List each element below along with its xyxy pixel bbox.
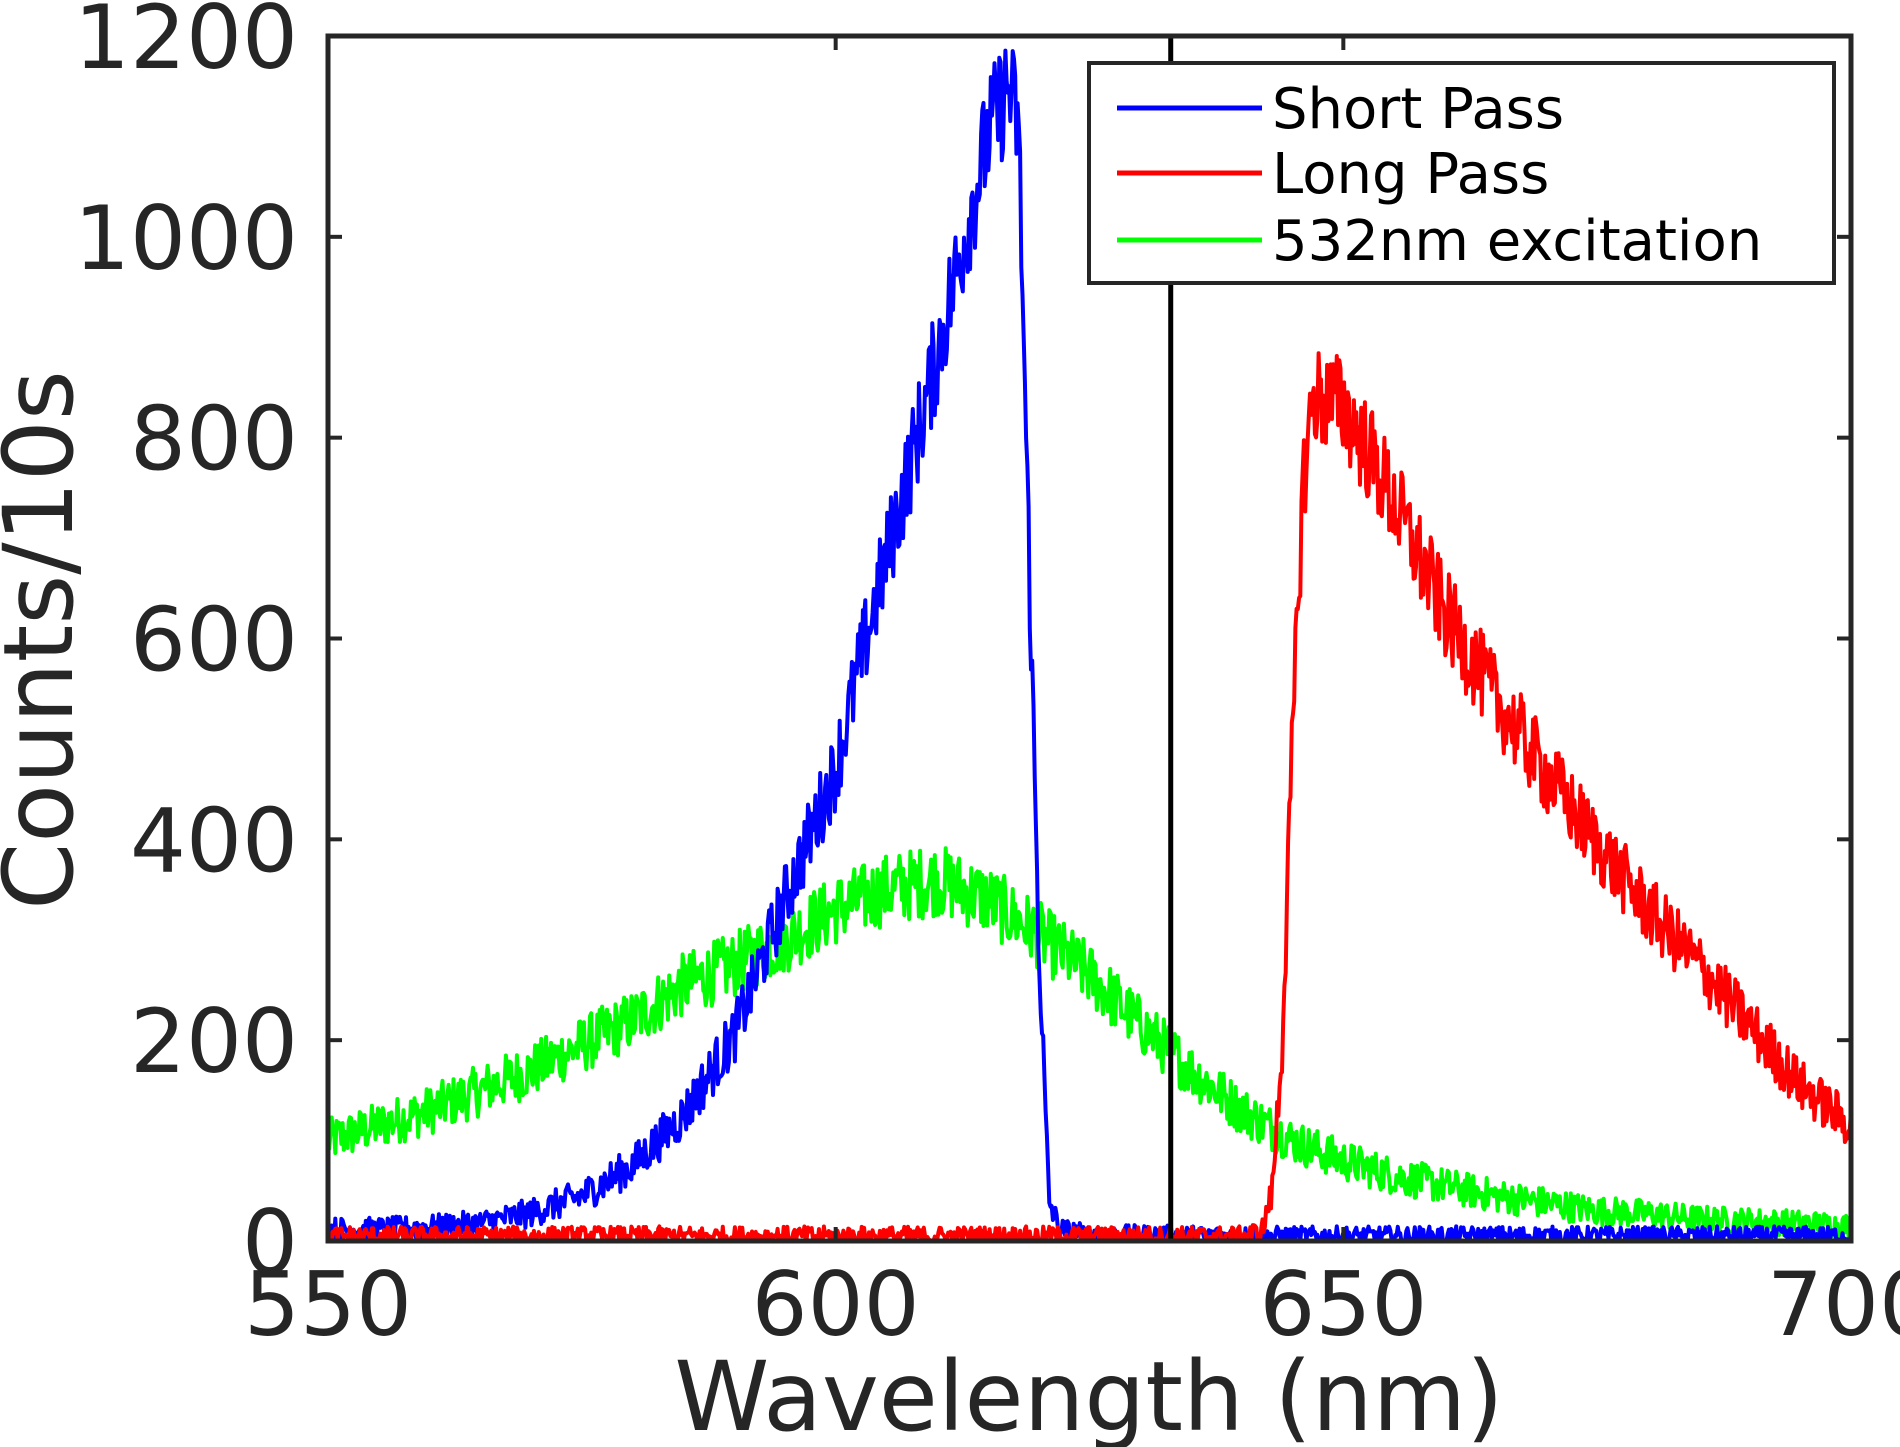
legend-label-short-pass: Short Pass	[1272, 77, 1564, 142]
x-tick-label-600: 600	[752, 1253, 920, 1356]
y-tick-label-0: 0	[242, 1191, 298, 1294]
y-tick-label-600: 600	[130, 589, 298, 692]
y-tick-label-1000: 1000	[74, 187, 298, 290]
legend: Short Pass Long Pass 532nm excitation	[1087, 61, 1836, 285]
legend-label-532nm-excitation: 532nm excitation	[1272, 209, 1762, 274]
x-axis-title: Wavelength (nm)	[674, 1341, 1503, 1447]
legend-label-long-pass: Long Pass	[1272, 142, 1549, 207]
ticks-layer	[326, 34, 1853, 1243]
x-tick-label-700: 700	[1767, 1253, 1900, 1356]
series-line-532nm-excitation	[328, 846, 1851, 1240]
y-axis-title: Counts/10s	[0, 370, 95, 910]
y-tick-label-1200: 1200	[74, 0, 298, 89]
x-tick-label-550: 550	[244, 1253, 412, 1356]
x-tick-label-650: 650	[1259, 1253, 1427, 1356]
tick-labels-layer: 550 600 650 700 0 200 400 600 800 1000 1200	[74, 0, 1900, 1356]
y-tick-label-400: 400	[130, 789, 298, 892]
series-line-long-pass	[328, 351, 1851, 1241]
y-tick-label-200: 200	[130, 990, 298, 1093]
y-tick-label-800: 800	[130, 388, 298, 491]
